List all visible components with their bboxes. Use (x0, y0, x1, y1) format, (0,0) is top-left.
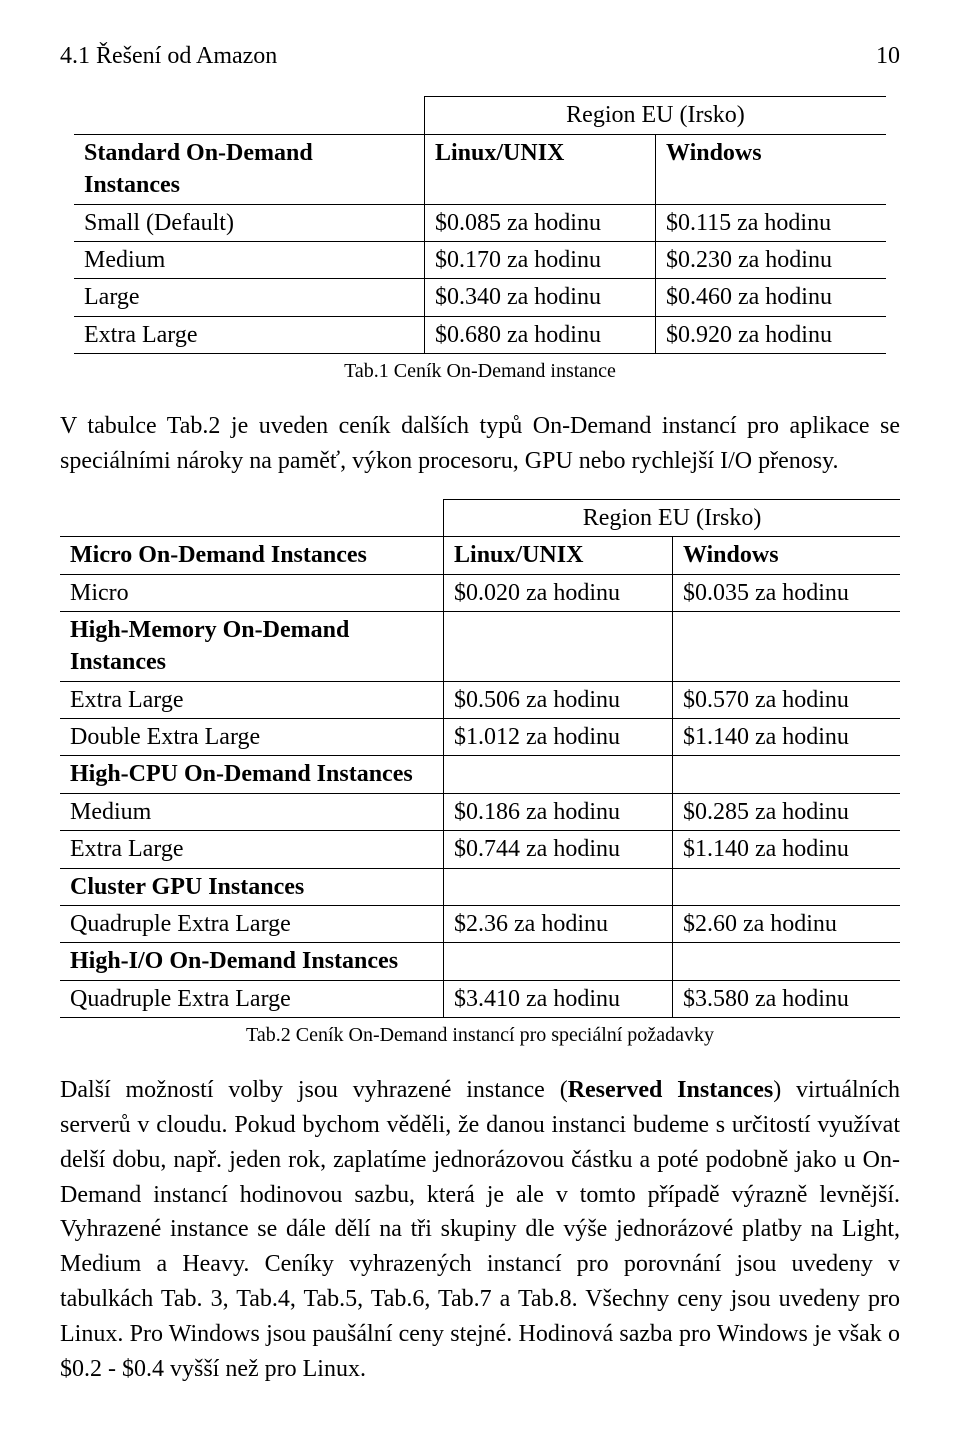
cell: $0.170 za hodinu (425, 241, 656, 278)
cell: $0.920 za hodinu (656, 316, 887, 353)
paragraph-2: Další možností volby jsou vyhrazené inst… (60, 1073, 900, 1386)
col-header-linux: Linux/UNIX (444, 537, 673, 574)
table-2: Region EU (Irsko) Micro On-Demand Instan… (60, 499, 900, 1018)
region-label: Region EU (Irsko) (444, 499, 900, 536)
table-row: Medium (60, 793, 444, 830)
cell: $1.140 za hodinu (672, 831, 900, 868)
table-row: Small (Default) (74, 204, 425, 241)
section-title: 4.1 Řešení od Amazon (60, 40, 277, 72)
cell: $0.506 za hodinu (444, 681, 673, 718)
cell: $0.285 za hodinu (672, 793, 900, 830)
table-row: Extra Large (60, 681, 444, 718)
table-row: Extra Large (74, 316, 425, 353)
cell: $3.580 za hodinu (672, 980, 900, 1017)
cell: $0.680 za hodinu (425, 316, 656, 353)
table-1: Region EU (Irsko) Standard On-Demand Ins… (74, 96, 886, 354)
cell: $1.140 za hodinu (672, 719, 900, 756)
col-header-windows: Windows (672, 537, 900, 574)
region-label: Region EU (Irsko) (425, 97, 887, 134)
table-2-caption: Tab.2 Ceník On-Demand instancí pro speci… (60, 1022, 900, 1049)
section-header: High-I/O On-Demand Instances (60, 943, 444, 980)
page-number: 10 (876, 40, 900, 72)
col-header-linux: Linux/UNIX (425, 134, 656, 204)
cell: $2.36 za hodinu (444, 906, 673, 943)
section-header: Cluster GPU Instances (60, 868, 444, 905)
page-header: 4.1 Řešení od Amazon 10 (60, 40, 900, 72)
col-header-windows: Windows (656, 134, 887, 204)
table-row: Quadruple Extra Large (60, 980, 444, 1017)
table-1-caption: Tab.1 Ceník On-Demand instance (60, 358, 900, 385)
cell: $0.744 za hodinu (444, 831, 673, 868)
table-row: Extra Large (60, 831, 444, 868)
col-header-left: Standard On-Demand Instances (74, 134, 425, 204)
section-header: High-CPU On-Demand Instances (60, 756, 444, 793)
cell: $0.186 za hodinu (444, 793, 673, 830)
cell: $0.340 za hodinu (425, 279, 656, 316)
cell: $3.410 za hodinu (444, 980, 673, 1017)
cell: $0.570 za hodinu (672, 681, 900, 718)
table-row: Large (74, 279, 425, 316)
table-row: Quadruple Extra Large (60, 906, 444, 943)
para2-bold: Reserved Instances (568, 1077, 774, 1103)
cell: $1.012 za hodinu (444, 719, 673, 756)
section-header: Micro On-Demand Instances (60, 537, 444, 574)
cell: $0.020 za hodinu (444, 574, 673, 611)
cell: $0.460 za hodinu (656, 279, 887, 316)
cell: $0.035 za hodinu (672, 574, 900, 611)
para2-a: Další možností volby jsou vyhrazené inst… (60, 1077, 568, 1103)
cell: $0.230 za hodinu (656, 241, 887, 278)
cell: $0.115 za hodinu (656, 204, 887, 241)
section-header: High-Memory On-Demand Instances (60, 611, 444, 681)
cell: $2.60 za hodinu (672, 906, 900, 943)
table-row: Double Extra Large (60, 719, 444, 756)
cell: $0.085 za hodinu (425, 204, 656, 241)
table-row: Medium (74, 241, 425, 278)
para2-c: ) virtuálních serverů v cloudu. Pokud by… (60, 1077, 900, 1381)
paragraph-1: V tabulce Tab.2 je uveden ceník dalších … (60, 409, 900, 479)
table-row: Micro (60, 574, 444, 611)
